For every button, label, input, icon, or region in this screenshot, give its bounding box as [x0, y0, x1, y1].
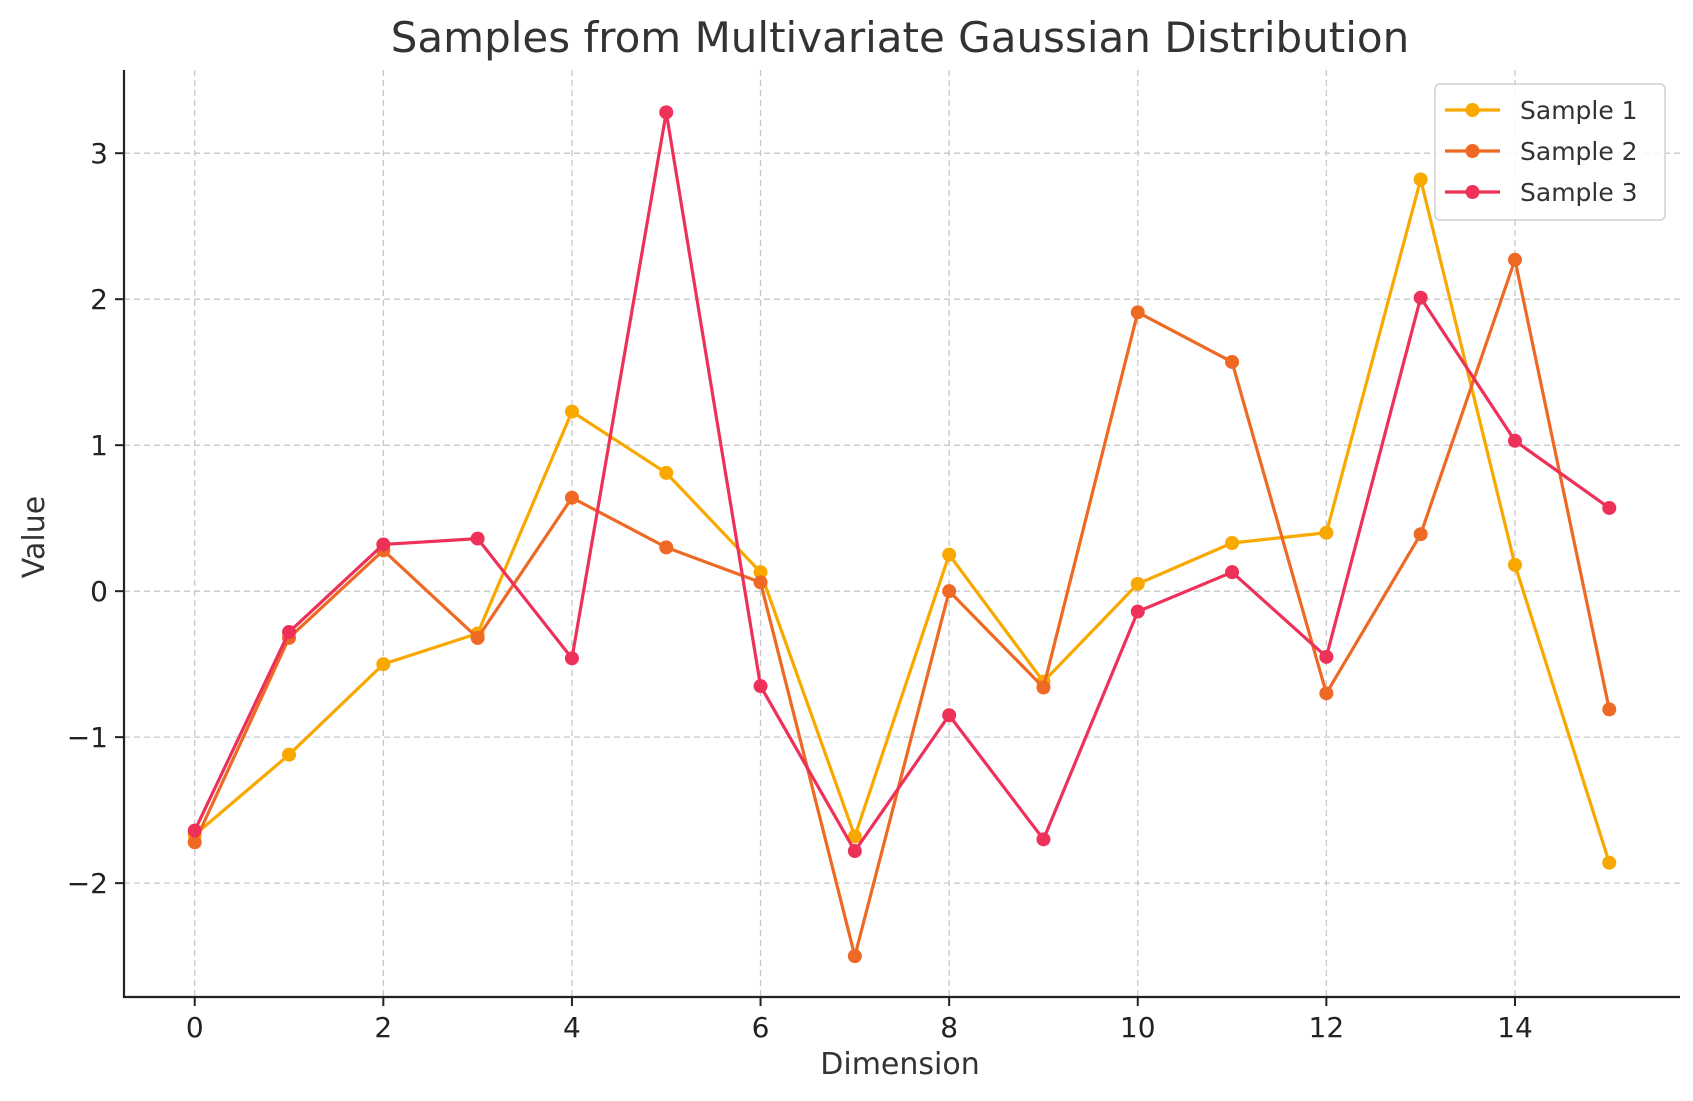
- data-point: [1507, 557, 1522, 572]
- data-point: [470, 630, 485, 645]
- data-point: [1225, 565, 1240, 580]
- data-point: [376, 657, 391, 672]
- x-tick-label: 10: [1120, 1011, 1156, 1044]
- grid-lines: [124, 70, 1680, 997]
- data-point: [282, 747, 297, 762]
- series-line: [193, 258, 1611, 958]
- data-point: [376, 537, 391, 552]
- data-point: [659, 465, 674, 480]
- data-point: [1602, 702, 1617, 717]
- series-line: [193, 177, 1611, 864]
- legend-swatch-marker: [1465, 144, 1480, 158]
- legend-item: Sample 2: [1445, 137, 1638, 166]
- data-point: [564, 490, 579, 505]
- legend-swatch-marker: [1465, 103, 1480, 117]
- data-point: [470, 531, 485, 546]
- x-tick-label: 8: [940, 1011, 958, 1044]
- series-line: [193, 110, 1611, 853]
- x-axis-label: Dimension: [820, 1047, 979, 1082]
- data-point: [564, 651, 579, 666]
- y-tick-label: −2: [67, 867, 108, 900]
- y-tick-label: −1: [67, 721, 108, 754]
- legend-label: Sample 1: [1520, 96, 1638, 125]
- data-point: [1507, 252, 1522, 267]
- chart-title: Samples from Multivariate Gaussian Distr…: [391, 13, 1409, 62]
- x-tick-label: 2: [374, 1011, 392, 1044]
- data-point: [753, 575, 768, 590]
- legend: Sample 1 Sample 2 Sample 3: [1434, 83, 1666, 221]
- y-tick-label: 2: [90, 283, 108, 316]
- data-point: [1319, 686, 1334, 701]
- data-point: [942, 708, 957, 723]
- data-point: [753, 565, 768, 580]
- data-point: [187, 823, 202, 838]
- data-point: [659, 540, 674, 555]
- legend-item: Sample 3: [1445, 178, 1638, 207]
- data-point: [847, 829, 862, 844]
- data-point: [659, 105, 674, 120]
- data-point: [1130, 576, 1145, 591]
- data-point: [1036, 680, 1051, 695]
- series-lines: [187, 105, 1617, 964]
- y-axis-label: Value: [17, 496, 52, 578]
- data-point: [1225, 354, 1240, 369]
- x-tick-label: 4: [563, 1011, 581, 1044]
- series-2: [187, 252, 1617, 964]
- data-point: [847, 949, 862, 964]
- series-3: [187, 105, 1617, 859]
- y-tick-label: 0: [90, 575, 108, 608]
- legend-box: [1434, 83, 1666, 221]
- data-point: [1319, 649, 1334, 664]
- x-tick-label: 14: [1497, 1011, 1533, 1044]
- y-tick-label: 1: [90, 429, 108, 462]
- data-point: [282, 625, 297, 640]
- series-1: [187, 172, 1617, 870]
- legend-label: Sample 3: [1520, 178, 1638, 207]
- data-point: [187, 835, 202, 850]
- data-point: [1225, 535, 1240, 550]
- legend-label: Sample 2: [1520, 137, 1638, 166]
- data-point: [1413, 527, 1428, 542]
- axis-spines: [122, 70, 1680, 999]
- data-point: [1602, 500, 1617, 515]
- legend-item: Sample 1: [1445, 96, 1638, 125]
- data-point: [942, 547, 957, 562]
- data-point: [847, 844, 862, 859]
- data-point: [1130, 604, 1145, 619]
- legend-swatch-marker: [1465, 185, 1480, 199]
- data-point: [1130, 305, 1145, 320]
- data-point: [1036, 832, 1051, 847]
- data-point: [1319, 525, 1334, 540]
- x-tick-label: 0: [186, 1011, 204, 1044]
- data-point: [753, 679, 768, 694]
- data-point: [942, 584, 957, 599]
- data-point: [1507, 433, 1522, 448]
- data-point: [1413, 172, 1428, 187]
- x-tick-label: 12: [1309, 1011, 1345, 1044]
- x-tick-label: 6: [752, 1011, 770, 1044]
- data-point: [564, 404, 579, 419]
- y-tick-label: 3: [90, 137, 108, 170]
- data-point: [1413, 290, 1428, 305]
- data-point: [1602, 855, 1617, 870]
